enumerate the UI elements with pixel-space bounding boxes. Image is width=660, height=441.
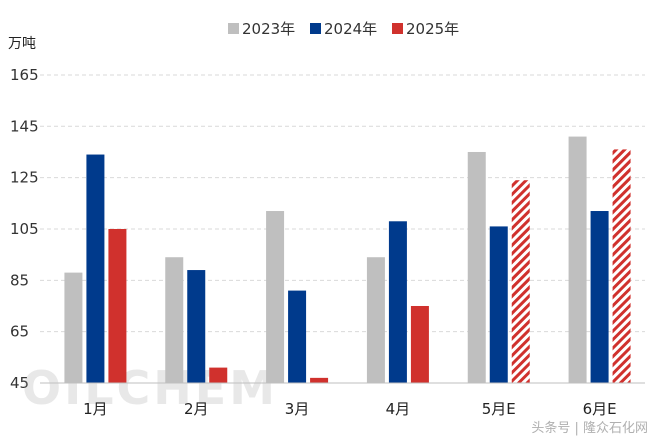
y-tick-label: 45 [10, 374, 29, 392]
gridlines [40, 74, 645, 333]
bar-2023年-1月 [64, 272, 83, 383]
bar-2025年-3月 [310, 377, 329, 383]
source-footer: 头条号 | 隆众石化网 [531, 420, 648, 436]
x-tick-label: 6月E [583, 400, 617, 418]
x-axis-labels: 1月 2月 3月 4月 5月E 6月E [83, 400, 616, 418]
legend-label: 2025年 [406, 20, 459, 38]
bar-2024年-1月 [86, 154, 105, 383]
legend-swatch [310, 23, 321, 34]
legend-swatch [392, 23, 403, 34]
bar-2025年-2月 [209, 367, 228, 383]
bar-2024年-6月E [590, 211, 609, 383]
oilchem-watermark: OILCHEM [22, 361, 278, 415]
y-tick-label: 145 [10, 117, 39, 135]
y-tick-label: 105 [10, 220, 39, 238]
y-axis-ticks: 45 65 85 105 125 145 165 [10, 66, 39, 392]
bar-2025年-4月 [410, 305, 429, 383]
legend-swatch [228, 23, 239, 34]
bar-2025年-1月 [108, 228, 127, 383]
bar-2024年-3月 [288, 290, 307, 383]
bar-2025年-6月E [612, 149, 631, 383]
bar-2023年-5月E [467, 151, 486, 383]
bar-2024年-2月 [187, 270, 206, 383]
legend-label: 2023年 [242, 20, 295, 38]
bar-2025年-5月E [511, 180, 530, 383]
y-tick-label: 85 [10, 271, 29, 289]
x-tick-label: 5月E [482, 400, 516, 418]
bar-2023年-2月 [165, 257, 184, 383]
y-tick-label: 165 [10, 66, 39, 84]
bar-2023年-3月 [266, 211, 285, 383]
bars [64, 136, 631, 383]
bar-2023年-4月 [366, 257, 385, 383]
y-axis-unit-label: 万吨 [8, 36, 36, 52]
y-tick-label: 125 [10, 169, 39, 187]
x-tick-label: 4月 [386, 400, 411, 418]
x-tick-label: 1月 [83, 400, 108, 418]
bar-2023年-6月E [568, 136, 587, 383]
bar-2024年-4月 [388, 221, 407, 383]
bar-2024年-5月E [489, 226, 508, 383]
x-tick-label: 3月 [285, 400, 310, 418]
legend-label: 2024年 [324, 20, 377, 38]
y-tick-label: 65 [10, 323, 29, 341]
x-tick-label: 2月 [184, 400, 209, 418]
legend: 2023年 2024年 2025年 [228, 20, 459, 38]
